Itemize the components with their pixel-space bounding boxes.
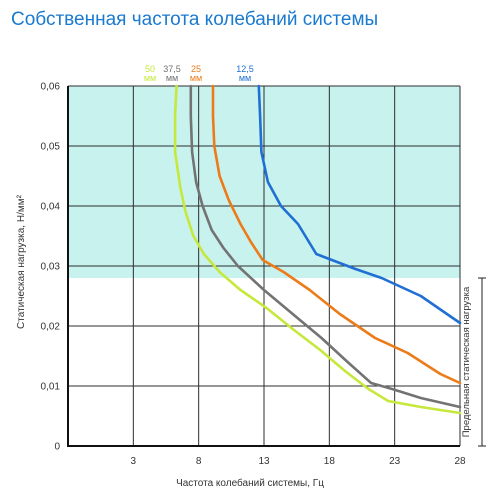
x-tick-label: 28 xyxy=(454,456,466,467)
x-tick-label: 13 xyxy=(258,456,270,467)
series-line xyxy=(189,84,462,409)
series-label-unit: мм xyxy=(166,73,178,83)
x-tick-label: 3 xyxy=(131,456,137,467)
series-label-name: 25 xyxy=(191,64,201,74)
x-axis-label: Частота колебаний системы, Гц xyxy=(176,477,324,489)
y-tick-label: 0,04 xyxy=(41,202,61,213)
series-label-name: 50 xyxy=(145,64,155,74)
series-label-name: 12,5 xyxy=(236,64,254,74)
y-axis-label: Статическая нагрузка, Н/мм² xyxy=(16,194,27,329)
tick-labels: 3 8 13 18 23 28 0 0,01 0,02 0,03 0,04 0,05 0,06 xyxy=(41,82,466,468)
limit-bracket-label: Предельная статическая нагрузка xyxy=(461,286,472,437)
series-layer xyxy=(173,84,462,415)
series-line xyxy=(211,84,462,385)
y-tick-label: 0,03 xyxy=(41,262,61,273)
y-tick-label: 0,02 xyxy=(41,322,61,333)
series-line xyxy=(257,84,462,325)
y-tick-label: 0 xyxy=(54,442,60,453)
x-tick-label: 18 xyxy=(324,456,336,467)
y-tick-label: 0,05 xyxy=(41,142,61,153)
series-label-unit: мм xyxy=(144,73,156,83)
x-tick-label: 8 xyxy=(196,456,202,467)
series-label-unit: мм xyxy=(239,73,251,83)
y-tick-label: 0,01 xyxy=(41,382,61,393)
x-tick-label: 23 xyxy=(389,456,401,467)
chart-title: Собственная частота колебаний системы xyxy=(11,9,379,30)
series-label-name: 37,5 xyxy=(163,64,181,74)
frame-layer xyxy=(67,86,460,447)
limit-bracket: Предельная статическая нагрузка xyxy=(461,277,486,447)
series-line xyxy=(173,84,462,415)
y-tick-label: 0,06 xyxy=(41,82,61,93)
series-label-unit: мм xyxy=(190,73,202,83)
